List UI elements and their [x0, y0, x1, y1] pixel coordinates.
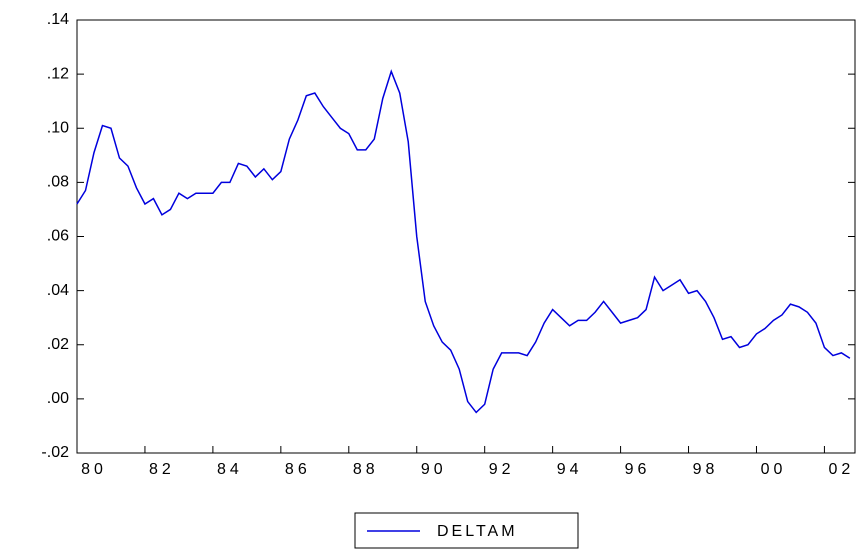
- x-tick-label: 00: [761, 461, 787, 478]
- y-tick-label: -.02: [41, 444, 69, 461]
- y-tick-label: .06: [47, 228, 69, 245]
- x-tick-label: 86: [285, 461, 311, 478]
- x-tick-label: 92: [489, 461, 515, 478]
- x-tick-label: 96: [625, 461, 651, 478]
- x-tick-label: 82: [149, 461, 175, 478]
- y-tick-label: .14: [47, 11, 69, 28]
- y-tick-label: .04: [47, 282, 69, 299]
- legend-label: DELTAM: [437, 523, 518, 540]
- x-tick-label: 88: [353, 461, 379, 478]
- x-tick-label: 02: [829, 461, 855, 478]
- x-tick-label: 94: [557, 461, 583, 478]
- x-tick-label: 90: [421, 461, 447, 478]
- x-tick-label: 84: [217, 461, 243, 478]
- y-tick-label: .08: [47, 174, 69, 191]
- y-tick-label: .00: [47, 390, 69, 407]
- y-tick-label: .10: [47, 119, 69, 136]
- x-tick-label: 98: [693, 461, 719, 478]
- y-tick-label: .02: [47, 336, 69, 353]
- data-line: [76, 69, 851, 414]
- x-tick-label: 80: [81, 461, 107, 478]
- plot-frame: [76, 19, 856, 454]
- y-tick-label: .12: [47, 65, 69, 82]
